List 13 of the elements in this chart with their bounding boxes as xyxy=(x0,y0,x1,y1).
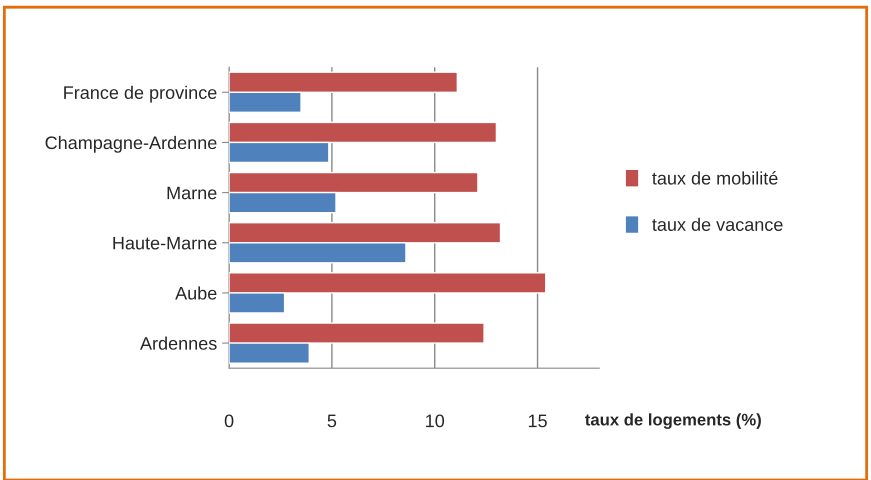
y-tick-label: Marne xyxy=(168,186,216,200)
x-tick-label: 0 xyxy=(224,414,234,428)
y-tick-label: Haute-Marne xyxy=(113,236,216,250)
x-axis-title: taux de logements (%) xyxy=(585,413,761,429)
y-tick-label: Aube xyxy=(175,286,216,300)
x-tick-label: 5 xyxy=(328,414,336,428)
y-tick-label: Ardennes xyxy=(140,336,217,350)
legend-label: taux de mobilité xyxy=(652,171,778,185)
x-tick-label: 15 xyxy=(528,414,547,428)
legend-label: taux de vacance xyxy=(652,218,783,231)
y-tick-label: Champagne-Ardenne xyxy=(46,136,216,153)
y-tick-label: France de province xyxy=(64,86,216,103)
x-tick-label: 10 xyxy=(426,414,444,428)
